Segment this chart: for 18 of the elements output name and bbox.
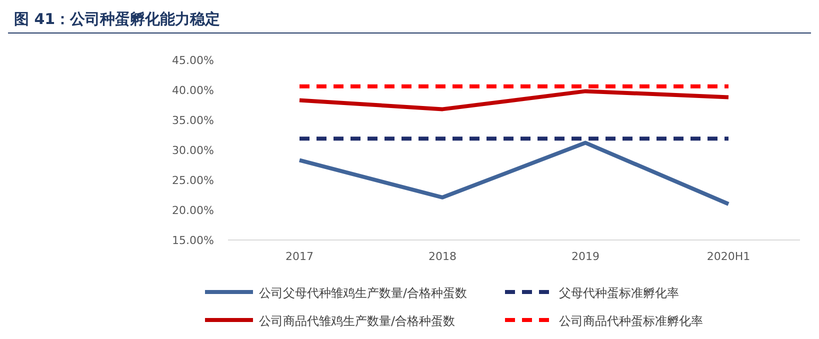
x-tick-label: 2017: [286, 250, 314, 263]
x-tick-label: 2020H1: [706, 250, 750, 263]
y-tick-label: 45.00%: [172, 54, 214, 67]
legend-label: 父母代种蛋标准孵化率: [559, 286, 679, 300]
chart-title: 图 41：公司种蛋孵化能力稳定: [14, 10, 220, 28]
legend-label: 公司父母代种雏鸡生产数量/合格种蛋数: [259, 286, 468, 300]
legend-label: 公司商品代种蛋标准孵化率: [559, 314, 703, 328]
y-tick-label: 35.00%: [172, 114, 214, 127]
x-tick-label: 2019: [572, 250, 600, 263]
line-series: [298, 89, 730, 112]
y-tick-label: 15.00%: [172, 234, 214, 247]
y-tick-label: 40.00%: [172, 84, 214, 97]
y-tick-label: 20.00%: [172, 204, 214, 217]
y-tick-label: 25.00%: [172, 174, 214, 187]
legend-label: 公司商品代雏鸡生产数量/合格种蛋数: [259, 314, 456, 328]
y-tick-label: 30.00%: [172, 144, 214, 157]
x-tick-label: 2018: [428, 250, 456, 263]
line-series: [298, 140, 730, 206]
